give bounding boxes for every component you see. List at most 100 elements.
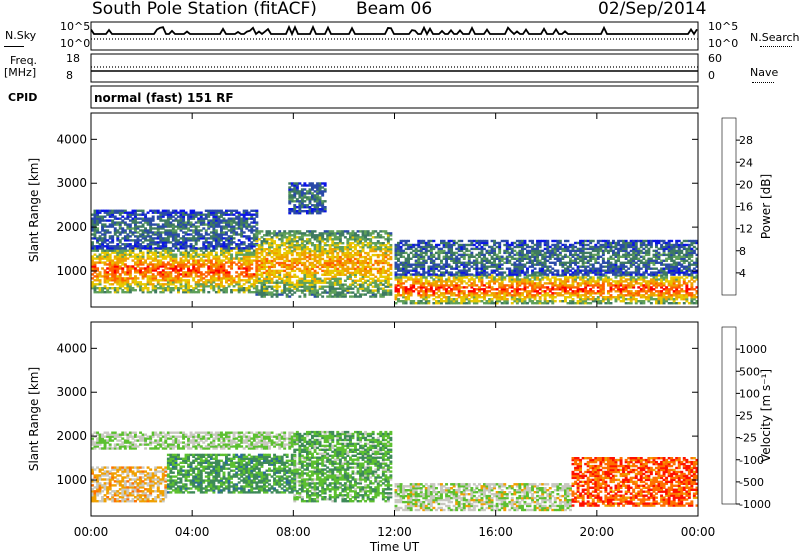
power-cell <box>424 288 428 291</box>
power-cell <box>508 276 512 279</box>
power-cell <box>528 294 532 297</box>
power-cell <box>399 247 403 251</box>
power-cell <box>121 251 125 254</box>
power-cell <box>278 273 282 276</box>
power-cell <box>579 276 583 279</box>
power-cell <box>212 285 216 288</box>
power-cell <box>649 288 653 291</box>
power-cell <box>495 294 499 297</box>
power-cell <box>445 296 449 299</box>
power-cell <box>338 234 342 237</box>
power-cell <box>321 281 325 284</box>
power-cell <box>278 249 282 253</box>
power-cell <box>164 211 168 214</box>
power-cell <box>111 247 115 250</box>
power-cell <box>161 249 165 252</box>
power-cell <box>106 209 110 212</box>
power-cell <box>225 227 228 230</box>
power-cell <box>116 243 120 246</box>
power-cell <box>139 287 143 290</box>
power-cell <box>285 273 289 276</box>
power-cell <box>288 196 292 199</box>
power-cell <box>432 284 436 287</box>
power-cell <box>351 249 355 253</box>
power-cell <box>156 235 160 238</box>
power-cell <box>295 263 299 267</box>
power-cell <box>103 277 107 280</box>
power-cell <box>118 231 122 234</box>
power-cell <box>346 275 350 278</box>
power-cell <box>359 279 363 282</box>
power-cell <box>116 221 120 224</box>
power-cell <box>349 251 352 255</box>
power-cell <box>134 241 137 244</box>
power-cell <box>108 235 112 238</box>
power-cell <box>414 280 418 283</box>
power-cell <box>447 239 451 243</box>
power-cell <box>351 265 355 269</box>
power-cell <box>123 245 127 248</box>
power-cell <box>146 219 150 222</box>
power-cell <box>533 278 537 281</box>
power-cell <box>409 269 413 272</box>
power-cell <box>293 194 297 197</box>
power-cell <box>321 248 325 251</box>
power-cell <box>184 223 188 226</box>
power-cell <box>424 243 428 247</box>
power-cell <box>227 253 231 256</box>
power-cell <box>531 290 535 293</box>
power-cell <box>680 284 684 287</box>
power-cell <box>139 289 143 292</box>
power-cell <box>273 251 277 255</box>
power-cell <box>161 241 165 244</box>
power-cell <box>98 231 102 234</box>
power-cell <box>417 259 421 262</box>
power-cell <box>316 281 320 284</box>
power-cell <box>442 263 446 266</box>
power-cell <box>298 236 302 239</box>
power-cell <box>237 249 241 252</box>
power-cell <box>503 300 507 303</box>
power-cell <box>551 298 555 301</box>
power-cell <box>596 278 600 281</box>
power-cell <box>265 234 269 237</box>
power-cell <box>174 285 178 288</box>
power-cell <box>521 294 524 297</box>
power-cell <box>359 271 363 275</box>
power-cell <box>528 284 532 287</box>
power-cell <box>235 221 239 224</box>
power-cell <box>126 217 130 220</box>
power-cell <box>445 261 449 264</box>
power-cell <box>394 251 398 255</box>
power-cell <box>222 253 226 256</box>
power-cell <box>164 247 168 250</box>
power-cell <box>551 300 555 303</box>
power-cell <box>270 291 274 294</box>
power-cell <box>250 225 254 228</box>
power-cell <box>101 255 105 258</box>
power-cell <box>364 240 368 243</box>
power-cell <box>414 273 418 276</box>
power-cell <box>500 288 504 291</box>
power-cell <box>343 279 347 282</box>
power-cell <box>379 259 383 263</box>
power-cell <box>397 265 400 268</box>
power-cell <box>270 285 274 288</box>
power-cell <box>594 284 598 287</box>
power-cell <box>432 302 436 305</box>
power-cell <box>417 249 421 253</box>
power-cell <box>202 283 206 286</box>
power-cell <box>366 261 370 265</box>
power-cell <box>141 223 145 226</box>
power-cell <box>642 296 646 299</box>
power-cell <box>240 259 244 262</box>
power-cell <box>121 289 125 292</box>
power-cell <box>300 242 304 245</box>
power-cell <box>91 219 94 222</box>
power-cell <box>189 215 193 218</box>
power-cell <box>151 233 155 236</box>
power-cell <box>612 296 615 299</box>
power-cell <box>455 271 459 274</box>
power-cell <box>670 302 674 305</box>
